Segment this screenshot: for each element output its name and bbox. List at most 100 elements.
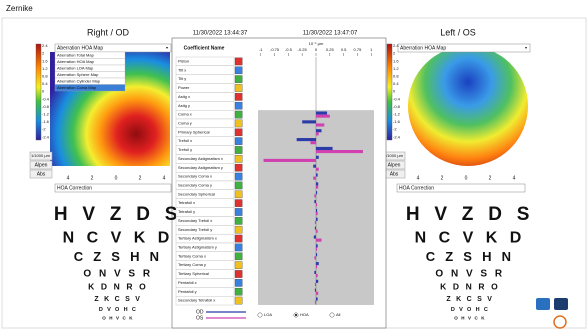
row-cell: [175, 295, 235, 306]
legend-label: OS: [196, 315, 204, 321]
axis-label: 2: [91, 175, 94, 181]
bar: [314, 270, 316, 274]
radio[interactable]: [257, 312, 263, 318]
bar: [316, 244, 318, 248]
option-label: Aberration Total Map: [57, 52, 95, 57]
colorbar: [35, 43, 42, 141]
bar: [316, 217, 318, 221]
optotype-row: Z K C S V: [94, 296, 141, 303]
row-icon: [234, 57, 243, 66]
coefficient-name: Tetrafoil x: [178, 200, 195, 205]
coefficient-name: Secondary Trefoil y: [178, 227, 212, 232]
row-icon: [234, 208, 243, 216]
scale-label: -1.6: [393, 119, 401, 124]
bar: [316, 212, 318, 216]
coefficient-name: Secondary Astigmatism y: [178, 165, 223, 170]
bar: [314, 194, 316, 198]
scale-label: -2.4: [393, 134, 401, 139]
bar: [316, 297, 318, 301]
scale-label: 1.2: [42, 66, 48, 71]
optotype-row: H V Z D S: [54, 204, 182, 225]
scale-label: 2.4: [42, 43, 48, 48]
unit-label: 1/1000 μm: [384, 153, 404, 158]
axis-label: 4: [417, 175, 420, 181]
button-label: Abs: [390, 171, 399, 177]
coefficient-name: Secondary Astigmatism x: [178, 156, 223, 161]
bar: [263, 158, 316, 162]
row-icon: [234, 252, 243, 261]
unit-button[interactable]: [29, 151, 53, 161]
bar: [316, 114, 330, 118]
scale-label: -2.4: [42, 134, 50, 139]
optotype-row: C Z S H N: [426, 249, 514, 264]
scale-label: 0: [42, 89, 45, 94]
row-icon: [234, 243, 243, 252]
row-icon: [234, 84, 243, 92]
coefficient-name: Secondary Coma y: [178, 182, 212, 187]
coefficient-name: Secondary Trefoil x: [178, 218, 212, 223]
coefficient-name: Pentafoil y: [178, 289, 197, 294]
aberration-map: [408, 46, 528, 166]
map-dropdown[interactable]: [397, 43, 531, 53]
bar: [316, 129, 322, 133]
row-icon: [234, 199, 243, 207]
coefficient-name: Piston: [178, 58, 189, 63]
option-label: Aberration Sphere Map: [57, 72, 99, 77]
coefficient-name: Tertiary Astigmatism y: [178, 244, 217, 249]
axis-label: 4: [67, 175, 70, 181]
coefficient-name: Secondary Tetrafoil x: [178, 298, 215, 303]
bar: [316, 274, 318, 278]
radio[interactable]: [329, 312, 335, 318]
app-icon[interactable]: [554, 298, 568, 310]
optotype-row: O H V C K: [454, 315, 485, 320]
row-icon: [234, 279, 243, 287]
coefficient-name: Pentafoil x: [178, 280, 197, 285]
button[interactable]: [29, 160, 53, 170]
row-icon: [234, 75, 243, 83]
axis-label: 0: [465, 175, 468, 181]
x-tick-label: -0.25: [298, 47, 308, 52]
bar: [314, 282, 316, 286]
button-label: Abs: [37, 171, 46, 177]
button-label: Alpen: [388, 162, 401, 168]
coefficient-name: Secondary Coma x: [178, 174, 212, 179]
bar: [316, 167, 319, 171]
coefficient-name: Power: [178, 85, 190, 90]
row-icon: [234, 287, 243, 296]
bar: [316, 185, 319, 189]
row-icon: [234, 296, 243, 305]
coefficient-name: Tertiary Astigmatism x: [178, 236, 217, 241]
radio-label: All: [336, 312, 341, 317]
bar: [316, 253, 318, 257]
correction-dropdown[interactable]: [54, 183, 172, 193]
coefficient-name: Astig y: [178, 103, 190, 108]
button-label: Alpen: [35, 162, 48, 168]
axis-label: 2: [441, 175, 444, 181]
scale-label: -2: [393, 127, 397, 132]
unit-label: 1/1000 μm: [31, 153, 51, 158]
row-icon: [234, 146, 243, 154]
app-icon[interactable]: [536, 298, 550, 310]
bar: [316, 203, 318, 207]
x-tick-label: 0.75: [354, 47, 363, 52]
scale-label: 2: [393, 51, 396, 56]
coefficient-name: Tertiary Coma x: [178, 253, 206, 258]
axis-label: 4: [163, 175, 166, 181]
correction-dropdown[interactable]: [396, 183, 526, 193]
row-icon: [234, 234, 243, 243]
option-label: Aberration HOA Map: [57, 59, 95, 64]
dropdown-option[interactable]: [54, 84, 126, 92]
optotype-row: N C V K D: [63, 229, 174, 246]
scale-label: 0.8: [393, 73, 399, 78]
bar: [316, 265, 318, 269]
x-tick-label: 0: [315, 47, 318, 52]
axis-label: 0: [115, 175, 118, 181]
row-icon: [234, 119, 243, 128]
row-icon: [234, 172, 243, 181]
bar: [316, 238, 322, 242]
optotype-row: N C V K D: [415, 229, 526, 246]
button[interactable]: [29, 169, 53, 179]
bar: [316, 132, 319, 136]
coefficient-name: Secondary Spherical: [178, 191, 215, 196]
